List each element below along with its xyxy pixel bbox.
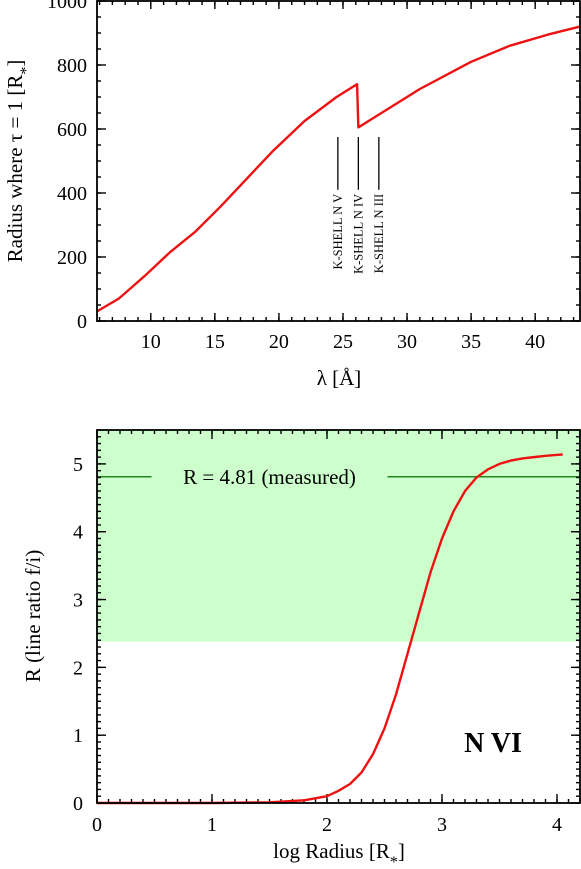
top-y-tick-label: 0	[77, 311, 87, 333]
top-y-axis-title-end: ]	[3, 60, 27, 67]
bottom-y-tick-label: 1	[73, 725, 83, 747]
top-x-tick-label: 25	[333, 331, 353, 353]
top-y-tick-label: 600	[57, 119, 87, 141]
k-shell-edge-label: K-SHELL N IV	[351, 194, 365, 274]
top-y-axis-title: Radius where τ = 1 [R*]	[3, 60, 35, 263]
k-shell-annotations: K-SHELL N V K-SHELL N IV K-SHELL N III	[331, 137, 386, 274]
top-y-tick-label: 400	[57, 183, 87, 205]
bottom-y-tick-label: 4	[73, 522, 83, 544]
bottom-x-tick-label: 1	[207, 814, 217, 836]
bottom-x-axis-title-end: ]	[398, 839, 405, 863]
bottom-x-tick-label: 3	[437, 814, 447, 836]
bottom-y-tick-label: 2	[73, 657, 83, 679]
top-series	[96, 25, 581, 313]
bottom-y-tick-label: 5	[73, 454, 83, 476]
bottom-x-axis-title: log Radius [R*]	[273, 839, 405, 869]
bottom-y-tick-label: 3	[73, 590, 83, 612]
measured-line: R = 4.81 (measured)	[97, 465, 580, 489]
bottom-x-tick-label: 4	[552, 814, 562, 836]
k-shell-edge-label: K-SHELL N III	[372, 194, 386, 273]
top-x-tick-label: 10	[141, 331, 161, 353]
ion-label: N VI	[464, 728, 522, 759]
top-x-tick-label: 20	[269, 331, 289, 353]
bottom-panel-chart: R = 4.81 (measured) 0 1 2 3 4 0 1 2 3 4 5 N VI R (…	[21, 429, 581, 869]
top-x-tick-label: 30	[397, 331, 417, 353]
bottom-x-tick-label: 2	[322, 814, 332, 836]
top-y-axis-title-main: Radius where τ = 1 [R	[3, 75, 27, 263]
top-x-tick-label: 35	[461, 331, 481, 353]
bottom-ticks: 0 1 2 3 4 0 1 2 3 4 5	[73, 429, 581, 836]
bottom-series	[97, 453, 563, 805]
measured-range-fill	[97, 430, 580, 642]
top-y-tick-label: 200	[57, 247, 87, 269]
bottom-plot-frame	[96, 429, 581, 804]
measured-value-label: R = 4.81 (measured)	[183, 465, 356, 489]
top-x-axis-title: λ [Å]	[317, 366, 362, 390]
k-shell-edge-label: K-SHELL N V	[331, 194, 345, 270]
bottom-x-tick-label: 0	[92, 814, 102, 836]
bottom-y-axis-title: R (line ratio f/i)	[21, 550, 45, 682]
top-y-tick-label: 1000	[47, 0, 87, 13]
tau-radius-curve	[96, 25, 581, 313]
bottom-y-tick-label: 0	[73, 793, 83, 815]
bottom-x-axis-title-sub: *	[390, 854, 398, 869]
top-plot-frame	[96, 0, 581, 322]
top-x-tick-label: 40	[525, 331, 545, 353]
bottom-x-axis-title-main: log Radius [R	[273, 839, 390, 863]
line-ratio-curve	[97, 453, 563, 805]
top-y-axis-title-sub: *	[18, 67, 35, 75]
measured-range-band	[97, 430, 580, 642]
top-x-tick-label: 15	[205, 331, 225, 353]
top-y-tick-label: 800	[57, 55, 87, 77]
